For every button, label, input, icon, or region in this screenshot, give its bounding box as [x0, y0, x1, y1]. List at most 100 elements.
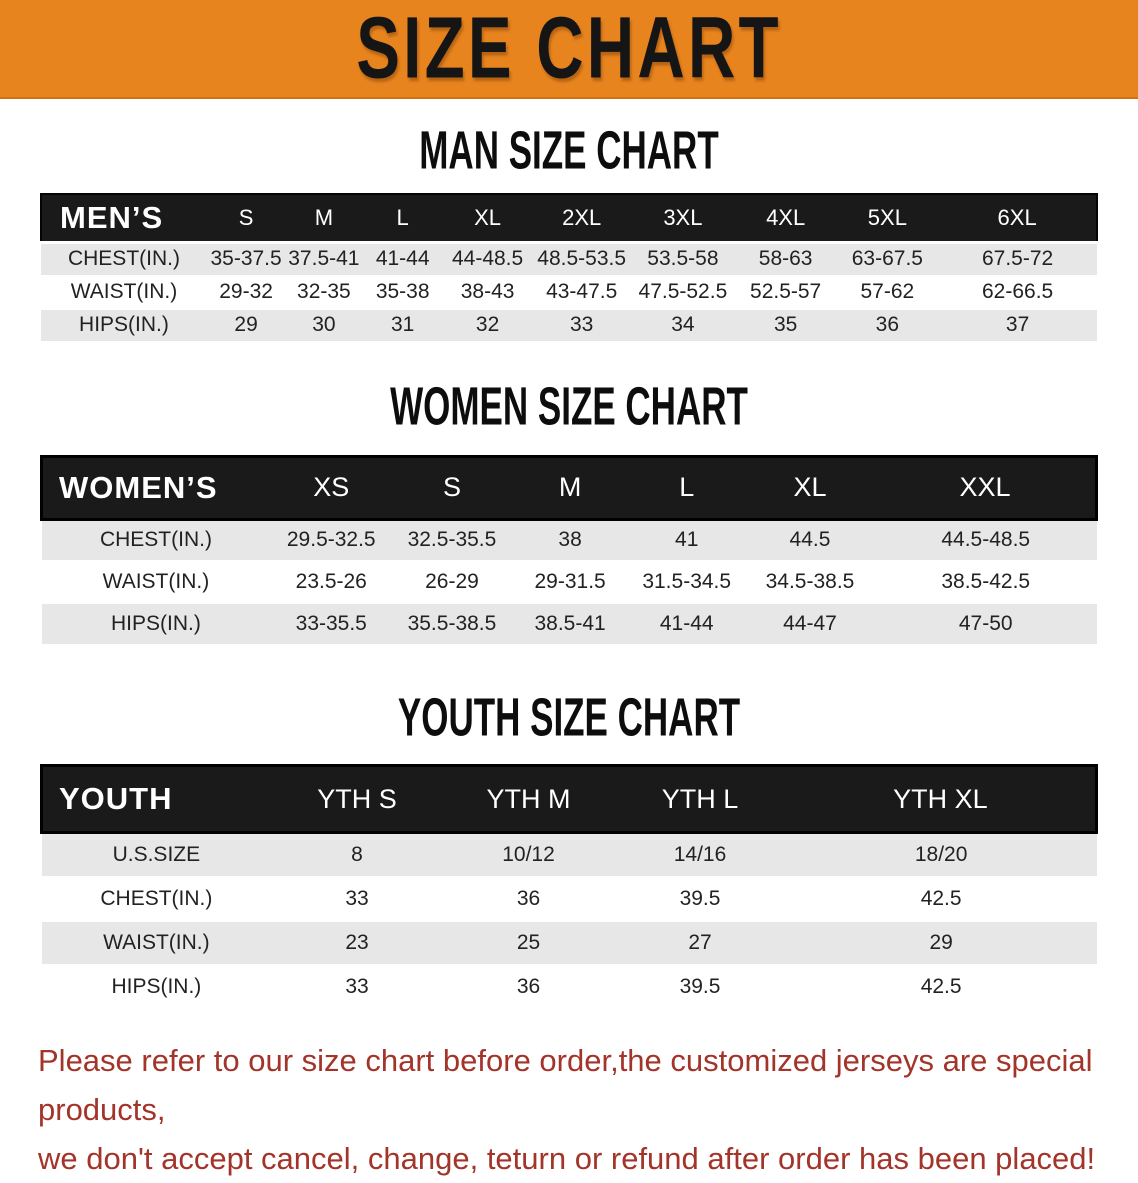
- women-size-table: WOMEN’S XS S M L XL XXL CHEST(IN.) 29.5-32.5 32.5…: [40, 455, 1098, 647]
- disclaimer-line-2: we don't accept cancel, change, teturn o…: [38, 1140, 1096, 1176]
- row-label: U.S.SIZE: [112, 842, 201, 866]
- size-column-header: 4XL: [734, 194, 837, 243]
- banner-title: SIZE CHART: [356, 0, 782, 97]
- row-label: WAIST(IN.): [102, 570, 210, 593]
- row-label: HIPS(IN.): [79, 313, 169, 336]
- table-row: WAIST(IN.) 23 25 27 29: [41, 920, 1097, 965]
- table-cell: 26-29: [425, 570, 479, 593]
- table-header-row: WOMEN’S XS S M L XL XXL: [41, 456, 1097, 519]
- row-label: CHEST(IN.): [99, 528, 212, 552]
- table-cell: 42.5: [920, 886, 962, 910]
- size-column-header: XL: [442, 194, 533, 243]
- table-cell: 38.5-42.5: [941, 570, 1031, 593]
- table-cell: 32-35: [297, 280, 351, 303]
- disclaimer: Please refer to our size chart before or…: [38, 1036, 1100, 1183]
- table-cell: 41-44: [375, 247, 430, 271]
- table-cell: 62-66.5: [981, 280, 1054, 303]
- table-cell: 43-47.5: [546, 280, 618, 303]
- table-cell: 23.5-26: [295, 570, 367, 593]
- size-column-header: L: [628, 456, 746, 519]
- size-column-header: XXL: [874, 456, 1097, 519]
- row-label: CHEST(IN.): [67, 247, 180, 271]
- table-cell: 37.5-41: [288, 247, 360, 271]
- men-size-table: MEN’S S M L XL 2XL 3XL 4XL 5XL 6XL CHEST(IN.) 35-37…: [40, 193, 1098, 343]
- table-row: HIPS(IN.) 29 30 31 32 33 34 35 36 37: [41, 308, 1097, 342]
- youth-size-table: YOUTH YTH S YTH M YTH L YTH XL U.S.SIZE 8 10/12…: [40, 764, 1098, 1010]
- table-cell: 44-48.5: [451, 247, 524, 271]
- row-label: CHEST(IN.): [100, 886, 213, 910]
- table-cell: 63-67.5: [851, 247, 923, 271]
- table-cell: 44.5-48.5: [941, 528, 1031, 552]
- row-label: WAIST(IN.): [70, 280, 178, 303]
- table-cell: 36: [516, 886, 541, 910]
- size-column-header: YTH S: [271, 765, 443, 833]
- table-cell: 57-62: [860, 280, 915, 303]
- table-cell: 35: [773, 313, 798, 336]
- table-cell: 41: [675, 528, 699, 552]
- table-cell: 35.5-38.5: [407, 612, 497, 635]
- size-column-header: S: [392, 456, 512, 519]
- table-cell: 18/20: [914, 842, 968, 866]
- table-cell: 23: [345, 930, 369, 954]
- section-men: MAN SIZE CHART MEN’S S M L XL 2XL 3XL 4XL 5XL 6XL…: [0, 119, 1138, 343]
- table-cell: 37: [1005, 313, 1030, 336]
- table-row: U.S.SIZE 8 10/12 14/16 18/20: [41, 832, 1097, 877]
- table-header-row: YOUTH YTH S YTH M YTH L YTH XL: [41, 765, 1097, 833]
- table-cell: 42.5: [920, 974, 962, 998]
- table-cell: 38: [558, 528, 582, 552]
- row-label: WAIST(IN.): [103, 930, 210, 954]
- table-cell: 36: [516, 974, 541, 998]
- table-header-row: MEN’S S M L XL 2XL 3XL 4XL 5XL 6XL: [41, 194, 1097, 243]
- size-column-header: YTH XL: [785, 765, 1097, 833]
- table-cell: 14/16: [673, 842, 727, 866]
- table-corner-label: MEN’S: [41, 194, 207, 243]
- table-cell: 10/12: [502, 842, 555, 866]
- size-column-header: 3XL: [631, 194, 735, 243]
- size-column-header: M: [511, 456, 629, 519]
- table-cell: 53.5-58: [647, 247, 719, 271]
- table-cell: 44.5: [789, 528, 831, 552]
- row-label: HIPS(IN.): [111, 612, 201, 635]
- table-cell: 39.5: [679, 886, 721, 910]
- table-cell: 8: [351, 842, 363, 866]
- table-cell: 29-32: [219, 280, 273, 303]
- table-row: CHEST(IN.) 35-37.5 37.5-41 41-44 44-48.5 48.5…: [41, 242, 1097, 276]
- size-column-header: 6XL: [938, 194, 1097, 243]
- table-cell: 34: [671, 313, 695, 336]
- size-column-header: XL: [745, 456, 875, 519]
- size-column-header: XS: [270, 456, 393, 519]
- table-cell: 25: [516, 930, 541, 954]
- size-column-header: M: [285, 194, 363, 243]
- table-row: CHEST(IN.) 33 36 39.5 42.5: [41, 876, 1097, 921]
- youth-section-heading: YOUTH SIZE CHART: [397, 686, 741, 748]
- table-cell: 33: [345, 974, 369, 998]
- table-cell: 35-38: [375, 280, 430, 303]
- table-cell: 34.5-38.5: [765, 570, 855, 593]
- size-column-header: YTH L: [614, 765, 786, 833]
- table-cell: 33-35.5: [295, 612, 367, 635]
- table-corner-label: WOMEN’S: [41, 456, 271, 519]
- size-column-header: L: [362, 194, 443, 243]
- table-cell: 32.5-35.5: [407, 528, 497, 552]
- table-cell: 29: [929, 930, 953, 954]
- size-chart-content: MAN SIZE CHART MEN’S S M L XL 2XL 3XL 4XL 5XL 6XL…: [0, 119, 1138, 1010]
- table-cell: 41-44: [659, 612, 714, 635]
- row-label: HIPS(IN.): [111, 974, 202, 998]
- table-cell: 47.5-52.5: [638, 280, 728, 303]
- table-cell: 33: [345, 886, 369, 910]
- table-cell: 67.5-72: [981, 247, 1054, 271]
- table-cell: 30: [312, 313, 336, 336]
- table-row: CHEST(IN.) 29.5-32.5 32.5-35.5 38 41 44.5 44.5…: [41, 519, 1097, 561]
- table-row: HIPS(IN.) 33-35.5 35.5-38.5 38.5-41 41-44 44-…: [41, 603, 1097, 645]
- table-cell: 29.5-32.5: [286, 528, 376, 552]
- table-cell: 27: [688, 930, 712, 954]
- table-corner-label: YOUTH: [41, 765, 272, 833]
- men-section-heading: MAN SIZE CHART: [419, 119, 719, 181]
- table-row: WAIST(IN.) 29-32 32-35 35-38 38-43 43-47.5 47.…: [41, 275, 1097, 309]
- table-cell: 36: [875, 313, 900, 336]
- table-cell: 31: [391, 313, 415, 336]
- section-women: WOMEN SIZE CHART WOMEN’S XS S M L XL XXL CHEST(…: [0, 379, 1138, 647]
- table-row: HIPS(IN.) 33 36 39.5 42.5: [41, 964, 1097, 1009]
- table-cell: 47-50: [958, 612, 1013, 635]
- table-cell: 39.5: [679, 974, 721, 998]
